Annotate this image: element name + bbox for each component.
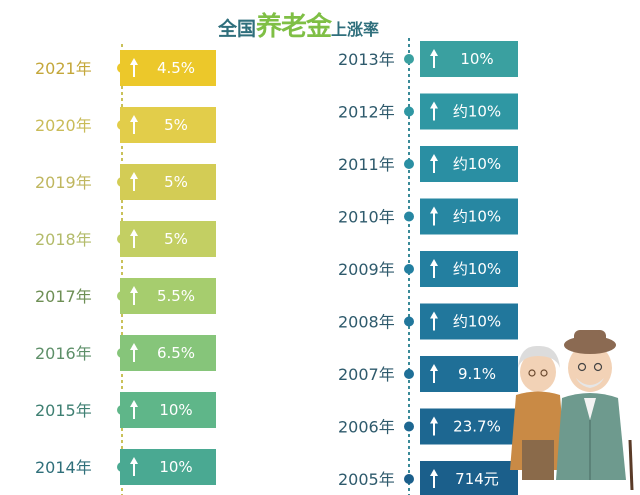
timeline-dot [404,369,414,379]
up-arrow-head-icon [130,457,138,464]
timeline-dot [404,474,414,484]
right-column: 2013年 10%2012年 约10%2011年 约10%2010年 约10%2009年… [338,38,518,495]
up-arrow-head-icon [130,172,138,179]
title-part-1: 全国 [218,18,257,40]
up-arrow-head-icon [130,286,138,293]
value-label: 23.7% [453,418,501,436]
value-bar [120,449,216,485]
up-arrow-head-icon [430,469,438,476]
year-label: 2021年 [35,59,92,78]
timeline-dot [404,159,414,169]
value-label: 约10% [453,208,501,226]
up-arrow-head-icon [130,115,138,122]
value-bar [120,335,216,371]
timeline-dot [404,106,414,117]
year-label: 2012年 [338,103,395,122]
up-arrow-head-icon [430,206,438,214]
value-label: 5% [164,230,188,248]
value-bar [120,392,216,428]
value-bar [420,461,518,495]
value-label: 9.1% [458,365,496,383]
value-label: 10% [159,401,192,419]
year-label: 2019年 [35,173,92,192]
left-column: 2021年 4.5% 2020年 5% 2019年 5% 2018年 5% 2017年 5.5% 2… [35,44,216,495]
title-part-2: 养老金 [256,12,332,42]
value-label: 5% [164,173,188,191]
up-arrow-head-icon [130,58,138,65]
value-bar [420,198,518,235]
elderly-couple-illustration [510,330,634,491]
chart-title: 全国养老金上涨率 [0,4,640,42]
up-arrow-head-icon [430,311,438,319]
year-label: 2006年 [338,418,395,437]
year-label: 2013年 [338,50,395,69]
up-arrow-head-icon [130,343,138,350]
timeline-dot [404,54,414,64]
value-label: 714元 [455,470,499,488]
value-bar [420,146,518,182]
year-label: 2014年 [35,458,92,477]
value-label: 10% [159,458,192,476]
title-part-3: 上涨率 [331,20,380,39]
year-label: 2008年 [338,313,395,332]
value-label: 6.5% [157,344,195,362]
up-arrow-head-icon [130,400,138,407]
timeline-dot [404,316,414,327]
value-bar [420,251,518,287]
value-label: 4.5% [157,59,195,77]
value-bar [420,41,518,77]
timeline-dot [404,421,414,432]
value-label: 约10% [453,313,501,331]
year-label: 2009年 [338,260,395,279]
value-bar [120,50,216,86]
value-bar [120,164,216,200]
year-label: 2016年 [35,344,92,363]
year-label: 2020年 [35,116,92,135]
timeline-dot [404,211,414,222]
year-label: 2010年 [338,208,395,227]
value-bar [420,356,518,392]
year-label: 2018年 [35,230,92,249]
year-label: 2015年 [35,401,92,420]
timeline-dot [404,264,414,274]
value-label: 约10% [453,260,501,278]
year-label: 2005年 [338,470,395,489]
up-arrow-head-icon [430,101,438,109]
value-bar [420,303,518,340]
up-arrow-head-icon [430,364,438,371]
value-bar [120,107,216,143]
value-bar [120,278,216,314]
year-label: 2011年 [338,155,395,174]
value-label: 5% [164,116,188,134]
value-label: 5.5% [157,287,195,305]
up-arrow-head-icon [430,154,438,161]
value-bar [420,408,518,445]
up-arrow-head-icon [430,49,438,56]
up-arrow-head-icon [430,259,438,266]
up-arrow-head-icon [130,229,138,236]
up-arrow-head-icon [430,416,438,424]
value-bar [120,221,216,257]
value-label: 约10% [453,155,501,173]
year-label: 2007年 [338,365,395,384]
value-label: 约10% [453,103,501,121]
value-label: 10% [460,50,493,68]
value-bar [420,93,518,130]
year-label: 2017年 [35,287,92,306]
